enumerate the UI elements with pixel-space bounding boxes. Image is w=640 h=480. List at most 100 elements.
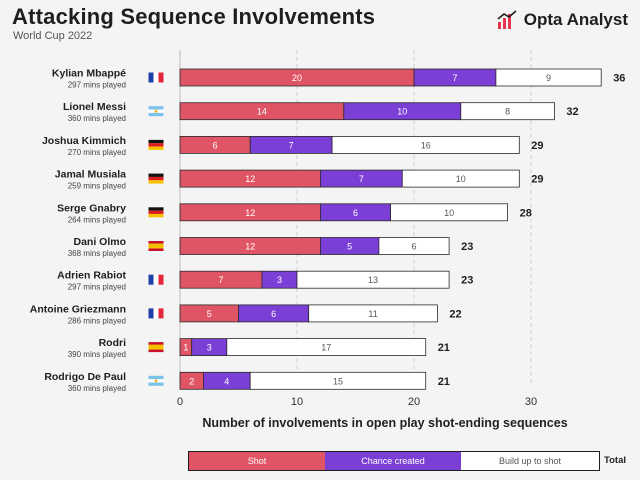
bar-build-up <box>331 135 520 154</box>
data-label: 11 <box>368 309 377 319</box>
minutes-played: 360 mins played <box>68 384 126 393</box>
flag-france-red <box>158 274 164 285</box>
data-label: 10 <box>444 208 454 218</box>
legend: Shot Chance created Build up to shot <box>188 451 600 471</box>
legend-total: Total <box>604 455 626 466</box>
data-label: 3 <box>207 343 212 353</box>
data-label: 6 <box>353 208 358 218</box>
minutes-played: 390 mins played <box>68 350 126 359</box>
total-label: 28 <box>520 207 532 219</box>
total-label: 21 <box>438 342 450 354</box>
data-label: 7 <box>289 140 294 150</box>
x-tick-label: 10 <box>291 396 303 408</box>
legend-shot: Shot <box>189 452 325 470</box>
total-label: 23 <box>461 275 473 287</box>
data-label: 6 <box>411 242 416 252</box>
player-name: Adrien Rabiot <box>57 270 126 282</box>
data-label: 12 <box>245 242 255 252</box>
flag-argentina-sun <box>154 109 158 113</box>
chart-subtitle: World Cup 2022 <box>13 30 93 42</box>
legend-chance-created: Chance created <box>325 452 461 470</box>
flag-germany-red <box>148 143 164 147</box>
data-label: 4 <box>224 376 229 386</box>
flag-germany-red <box>148 176 164 181</box>
data-label: 12 <box>245 174 255 184</box>
total-label: 21 <box>438 376 450 388</box>
flag-france-red <box>158 308 164 319</box>
total-label: 36 <box>613 73 625 85</box>
flag-germany-black <box>148 173 164 177</box>
x-tick-label: 0 <box>177 396 183 408</box>
total-label: 23 <box>461 241 473 253</box>
player-name: Kylian Mbappé <box>52 68 126 80</box>
data-label: 10 <box>397 107 407 117</box>
flag-france-red <box>158 72 164 83</box>
data-label: 10 <box>456 174 466 184</box>
flag-france-blue <box>148 308 154 319</box>
player-name: Serge Gnabry <box>57 202 126 214</box>
bar-build-up <box>249 371 427 390</box>
data-label: 13 <box>368 275 378 285</box>
player-name: Dani Olmo <box>73 236 126 248</box>
brand-name: Opta Analyst <box>523 10 628 29</box>
legend-build-up: Build up to shot <box>461 452 599 470</box>
player-name: Rodri <box>99 337 126 349</box>
data-label: 5 <box>347 242 352 252</box>
bar-build-up <box>226 338 427 357</box>
data-label: 16 <box>421 140 431 150</box>
data-label: 6 <box>271 309 276 319</box>
flag-argentina-sun <box>154 379 158 383</box>
minutes-played: 297 mins played <box>68 81 126 90</box>
data-label: 6 <box>213 140 218 150</box>
total-label: 29 <box>531 174 543 186</box>
player-name: Joshua Kimmich <box>42 135 126 147</box>
flag-germany-gold <box>148 213 164 218</box>
x-tick-label: 20 <box>408 396 420 408</box>
data-label: 14 <box>257 107 267 117</box>
brand-logo: Opta Analyst <box>497 10 628 30</box>
chart-title: Attacking Sequence Involvements <box>12 4 376 29</box>
flag-germany-black <box>148 139 164 144</box>
opta-logo-icon <box>497 10 517 29</box>
data-label: 15 <box>333 376 343 386</box>
data-label: 7 <box>359 174 364 184</box>
flag-france-white <box>153 308 159 319</box>
data-label: 3 <box>277 275 282 285</box>
minutes-played: 264 mins played <box>68 215 126 224</box>
player-name: Rodrigo De Paul <box>44 371 126 383</box>
flag-france-blue <box>148 72 154 83</box>
x-tick-label: 30 <box>525 396 537 408</box>
data-label: 7 <box>452 73 457 83</box>
data-label: 12 <box>245 208 255 218</box>
data-label: 8 <box>505 107 510 117</box>
minutes-played: 259 mins played <box>68 182 126 191</box>
data-label: 17 <box>321 343 331 353</box>
flag-germany-gold <box>148 180 164 184</box>
bar-build-up <box>390 203 509 222</box>
player-name: Jamal Musiala <box>55 169 126 181</box>
bar-build-up <box>401 169 520 188</box>
flag-germany-black <box>148 207 164 211</box>
flag-germany-gold <box>148 146 164 150</box>
minutes-played: 297 mins played <box>68 283 126 292</box>
minutes-played: 270 mins played <box>68 148 126 157</box>
data-label: 7 <box>218 275 223 285</box>
minutes-played: 286 mins played <box>68 316 126 325</box>
player-name: Antoine Griezmann <box>30 303 126 315</box>
flag-germany-red <box>148 210 164 214</box>
bar-build-up <box>495 68 602 87</box>
flag-france-white <box>153 274 159 285</box>
bar-build-up <box>296 270 450 289</box>
flag-france-blue <box>148 274 154 285</box>
player-name: Lionel Messi <box>63 101 126 113</box>
flag-spain-yellow <box>148 243 164 249</box>
minutes-played: 368 mins played <box>68 249 126 258</box>
data-label: 20 <box>292 73 302 83</box>
flag-spain-yellow <box>148 344 164 350</box>
total-label: 29 <box>531 140 543 152</box>
bar-build-up <box>308 304 438 323</box>
bar-build-up <box>378 237 450 255</box>
data-label: 1 <box>183 343 188 353</box>
bar-build-up <box>460 102 555 121</box>
